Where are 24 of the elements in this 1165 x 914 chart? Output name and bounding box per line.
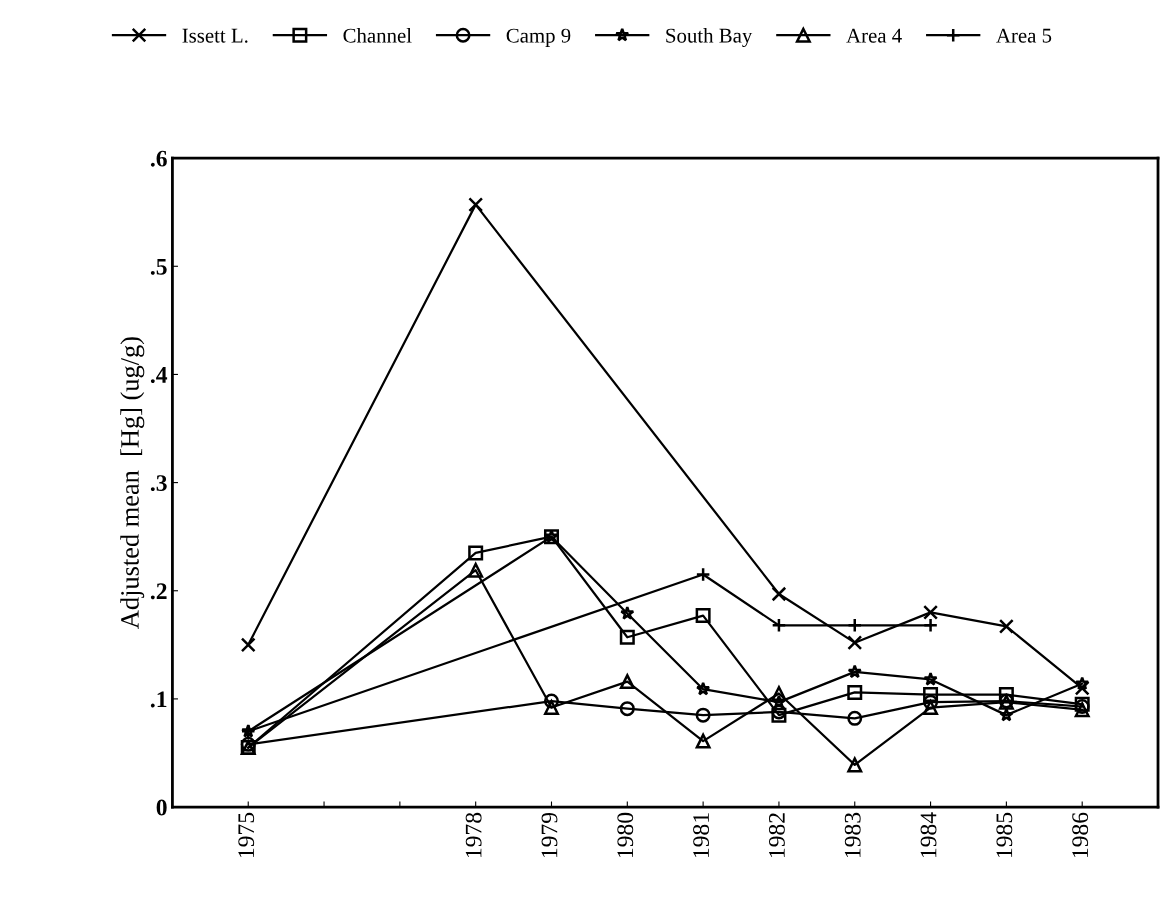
legend-label: Channel bbox=[343, 28, 412, 43]
x-tick-label: 1982 bbox=[768, 813, 785, 858]
x-tick-label: 1986 bbox=[1072, 812, 1089, 858]
x-tick-label: 1980 bbox=[617, 812, 634, 858]
legend-label: Area 4 bbox=[846, 28, 902, 43]
y-tick-label: 0 bbox=[156, 799, 167, 816]
legend-label: Camp 9 bbox=[506, 28, 571, 47]
x-tick-label: 1979 bbox=[541, 812, 558, 858]
x-tick-label: 1978 bbox=[465, 812, 482, 858]
y-tick-label: .5 bbox=[150, 259, 167, 275]
x-tick-label: 1975 bbox=[238, 812, 255, 858]
legend-label: South Bay bbox=[666, 28, 753, 47]
y-tick-label: .4 bbox=[150, 367, 168, 383]
y-axis-title: Adjusted mean [Hg] (ug/g) bbox=[120, 337, 145, 629]
legend-label: Area 5 bbox=[996, 28, 1052, 43]
x-tick-label: 1984 bbox=[920, 812, 937, 858]
x-tick-label: 1981 bbox=[693, 813, 710, 858]
y-tick-label: .2 bbox=[150, 583, 167, 600]
y-tick-label: .3 bbox=[150, 475, 167, 492]
legend-label: Issett L. bbox=[182, 28, 248, 43]
x-tick-label: 1985 bbox=[996, 812, 1013, 858]
x-tick-label: 1983 bbox=[844, 812, 861, 858]
y-tick-label: .6 bbox=[150, 150, 167, 167]
y-tick-label: .1 bbox=[150, 691, 167, 708]
